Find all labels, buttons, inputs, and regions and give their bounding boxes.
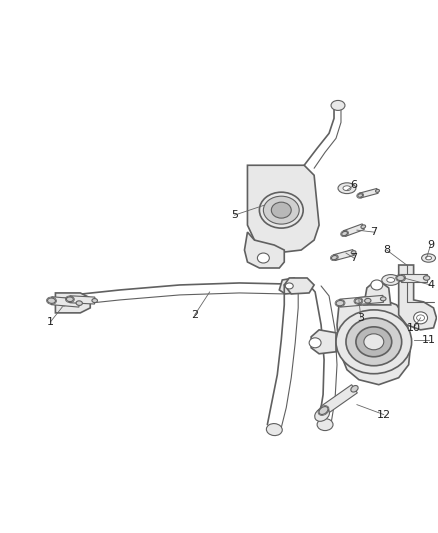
Ellipse shape [375,189,379,192]
Ellipse shape [332,255,337,260]
Ellipse shape [47,298,56,303]
Ellipse shape [336,310,412,374]
Ellipse shape [351,251,356,254]
Ellipse shape [92,298,98,303]
Polygon shape [401,274,427,282]
Polygon shape [51,297,80,307]
Ellipse shape [343,186,351,191]
Polygon shape [279,278,299,294]
Text: 9: 9 [427,240,434,250]
Ellipse shape [319,407,328,415]
Ellipse shape [355,298,362,303]
Polygon shape [358,295,384,304]
Ellipse shape [361,225,366,229]
Ellipse shape [338,183,356,193]
Polygon shape [70,296,95,304]
Text: 7: 7 [350,253,357,263]
Ellipse shape [331,100,345,110]
Ellipse shape [426,256,431,260]
Ellipse shape [346,318,402,366]
Text: 4: 4 [427,280,434,290]
Text: 3: 3 [357,313,364,323]
Polygon shape [311,330,336,354]
Ellipse shape [364,298,371,303]
Text: 2: 2 [191,310,198,320]
Polygon shape [321,385,357,415]
Ellipse shape [382,274,400,285]
Ellipse shape [342,231,347,236]
Polygon shape [399,265,437,330]
Polygon shape [337,298,411,385]
Ellipse shape [387,278,395,282]
Polygon shape [334,249,354,261]
Ellipse shape [413,312,427,324]
Ellipse shape [263,196,299,224]
Text: 7: 7 [370,227,378,237]
Ellipse shape [397,276,405,281]
Ellipse shape [258,253,269,263]
Text: 10: 10 [406,323,420,333]
Polygon shape [360,189,378,198]
Ellipse shape [317,418,333,431]
Ellipse shape [309,338,321,348]
Ellipse shape [358,194,363,197]
Polygon shape [340,297,368,307]
Ellipse shape [285,283,293,289]
Polygon shape [284,278,314,294]
Ellipse shape [266,424,282,435]
Ellipse shape [67,297,73,302]
Polygon shape [343,224,364,236]
Ellipse shape [271,202,291,218]
Ellipse shape [424,276,430,280]
Ellipse shape [356,327,392,357]
Polygon shape [56,293,90,313]
Ellipse shape [351,385,358,392]
Ellipse shape [58,298,68,306]
Ellipse shape [371,280,383,290]
Polygon shape [244,232,284,268]
Ellipse shape [315,408,329,421]
Ellipse shape [259,192,303,228]
Ellipse shape [76,301,82,305]
Ellipse shape [381,297,386,301]
Ellipse shape [422,254,435,262]
Ellipse shape [336,301,344,306]
Text: 5: 5 [231,210,238,220]
Text: 8: 8 [383,245,390,255]
Text: 1: 1 [47,317,54,327]
Text: 6: 6 [350,180,357,190]
Polygon shape [247,165,319,252]
Ellipse shape [364,334,384,350]
Text: 11: 11 [421,335,435,345]
Text: 12: 12 [377,410,391,419]
Polygon shape [364,282,391,305]
